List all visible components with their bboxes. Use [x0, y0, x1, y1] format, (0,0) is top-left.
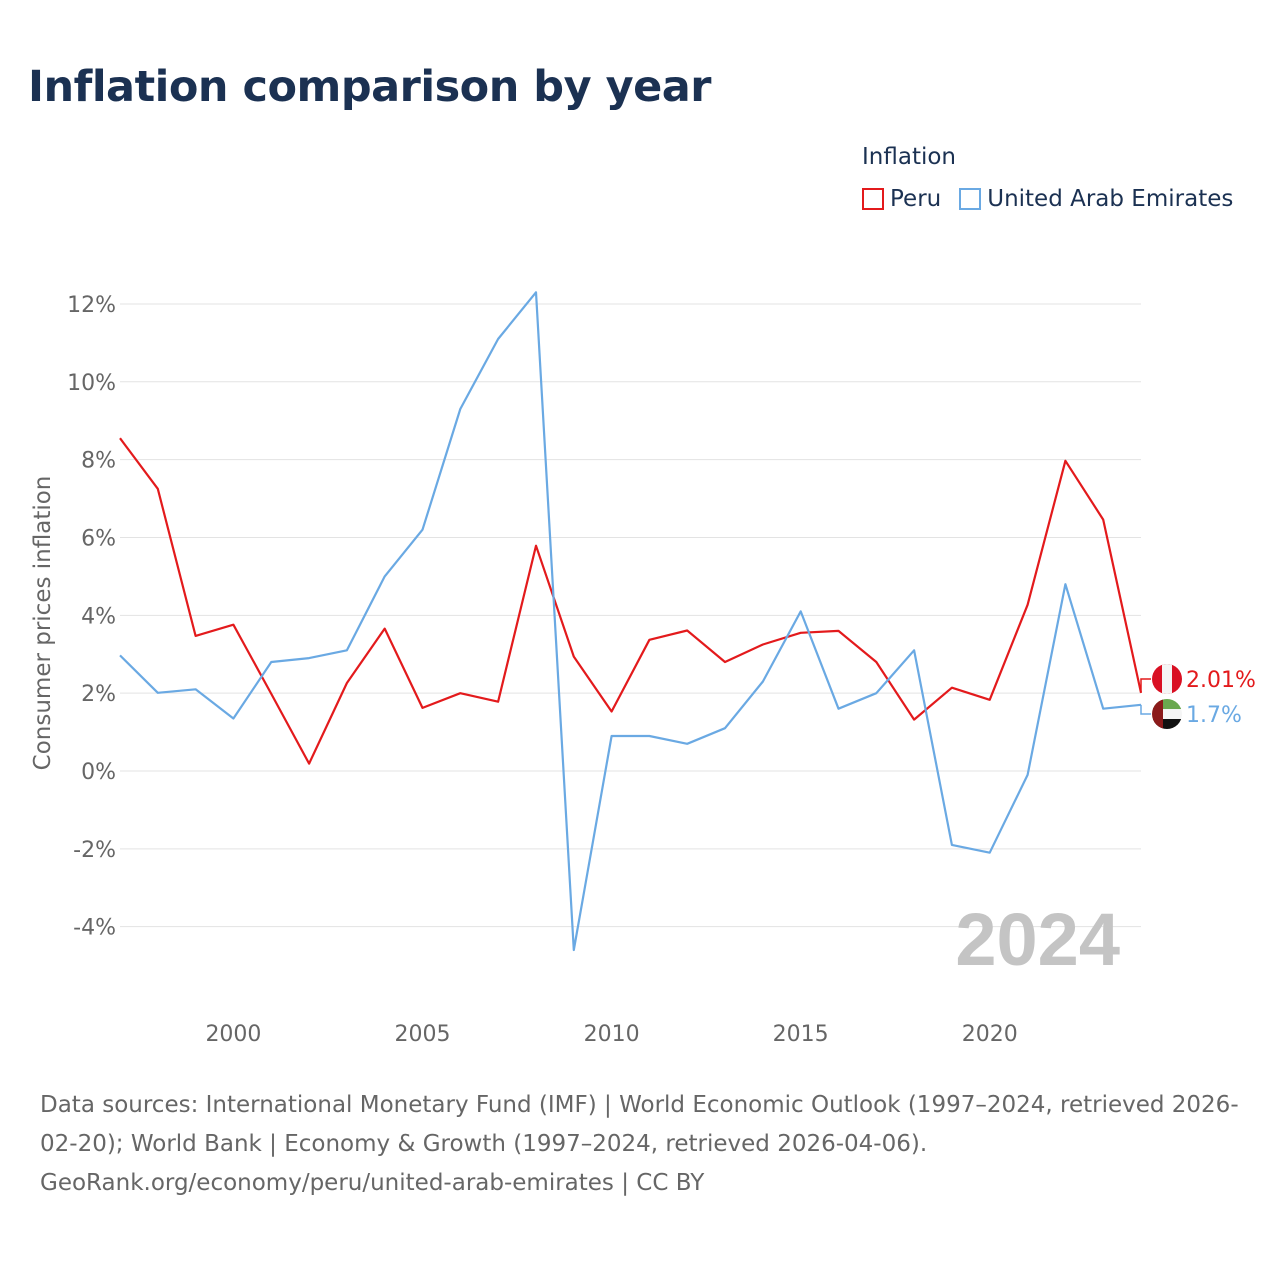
source-line-1: Data sources: International Monetary Fun…: [40, 1092, 1239, 1157]
x-tick-label: 2010: [584, 1022, 640, 1047]
x-tick-label: 2020: [962, 1022, 1018, 1047]
y-tick-label: 8%: [81, 449, 116, 474]
y-tick-label: 12%: [67, 293, 116, 318]
y-tick-label: 2%: [81, 682, 116, 707]
x-tick-label: 2015: [773, 1022, 829, 1047]
y-tick-label: 4%: [81, 604, 116, 629]
y-tick-label: -4%: [73, 916, 116, 941]
series-lines: [119, 291, 1143, 952]
grid-lines: [120, 303, 1141, 928]
series-line-uae: [119, 291, 1142, 952]
legend-title: Inflation: [862, 144, 956, 170]
x-tick-labels: 2000 2005 2010 2015 2020: [205, 1022, 1017, 1047]
y-axis-label: Consumer prices inflation: [30, 476, 56, 771]
y-tick-label: -2%: [73, 838, 116, 863]
legend-item-peru[interactable]: Peru: [862, 186, 941, 212]
legend-item-uae[interactable]: United Arab Emirates: [959, 186, 1233, 212]
line-chart: -4%-2%0%2%4%6%8%10%12% 2000 2005 2010 2015 2…: [30, 291, 1256, 1047]
x-tick-label: 2005: [395, 1022, 451, 1047]
chart-title: Inflation comparison by year: [28, 62, 712, 112]
x-tick-label: 2000: [205, 1022, 261, 1047]
legend-swatch-uae: [959, 188, 982, 210]
flag-peru-icon: [1152, 664, 1182, 694]
y-tick-labels: -4% -2% 0% 2% 4% 6% 8% 10% 12%: [67, 293, 116, 941]
legend-swatch-peru: [862, 188, 884, 210]
source-line-2[interactable]: GeoRank.org/economy/peru/united-arab-emi…: [40, 1170, 705, 1196]
end-label-uae: 1.7%: [1186, 703, 1242, 728]
y-tick-label: 0%: [81, 760, 116, 785]
connector-peru: [1140, 678, 1151, 693]
y-tick-label: 6%: [81, 526, 116, 551]
y-tick-label: 10%: [67, 371, 116, 396]
legend-label-peru: Peru: [890, 186, 942, 212]
end-label-peru: 2.01%: [1186, 668, 1256, 693]
connector-uae: [1140, 704, 1151, 715]
flag-uae-icon: [1152, 699, 1182, 729]
series-line-peru: [119, 437, 1143, 765]
data-source-note: Data sources: International Monetary Fun…: [40, 1086, 1250, 1203]
legend: Peru United Arab Emirates: [862, 186, 1233, 212]
year-watermark: 2024: [955, 898, 1120, 981]
legend-label-uae: United Arab Emirates: [987, 186, 1234, 212]
end-markers: 2.01% 1.7%: [1140, 664, 1256, 729]
